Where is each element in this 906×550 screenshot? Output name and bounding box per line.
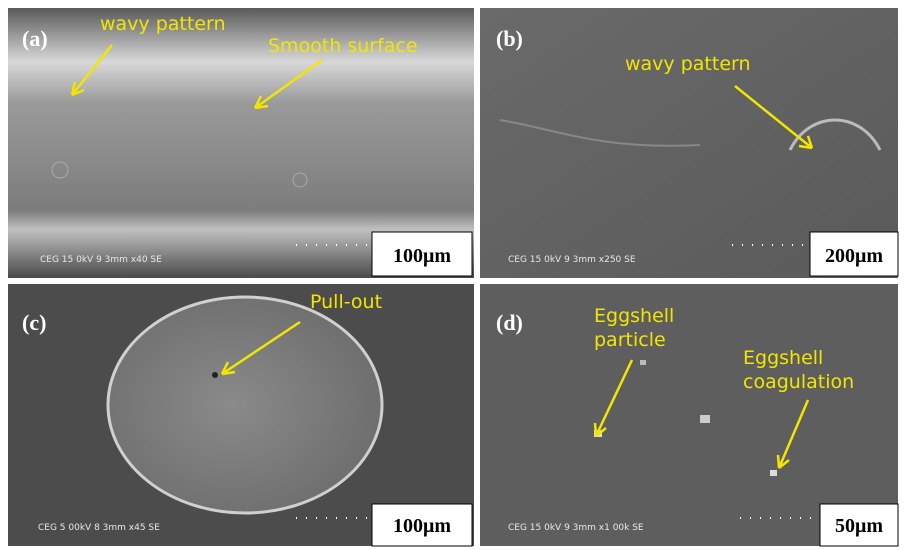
scale-bar-label: 200μm [825,245,883,267]
fiber-cross-section [108,297,382,513]
figure: (a) wavy pattern Smooth surface CEG 15 0… [0,0,906,550]
scale-bar-label: 100μm [393,245,451,267]
texture [640,360,646,365]
panel-label: (d) [496,310,523,335]
instrument-info: CEG 15 0kV 9 3mm x1 00k SE [508,523,644,533]
annotation: wavy pattern [625,53,751,75]
annotation: particle [594,329,666,351]
annotation: wavy pattern [100,13,226,35]
instrument-info: CEG 15 0kV 9 3mm x40 SE [40,255,162,265]
panel-b: (b) wavy pattern CEG 15 0kV 9 3mm x250 S… [480,8,898,278]
texture [770,470,777,476]
annotation: coagulation [743,371,854,393]
panel-label: (c) [22,310,46,335]
instrument-info: CEG 5 00kV 8 3mm x45 SE [38,523,160,533]
panel-label: (b) [496,26,523,51]
scale-bar-label: 100μm [393,515,451,537]
panel-a: (a) wavy pattern Smooth surface CEG 15 0… [8,8,474,278]
scale-bar-label: 50μm [835,515,883,537]
annotation: Eggshell [594,305,674,327]
panel-c: (c) Pull-out CEG 5 00kV 8 3mm x45 SE 100… [8,284,474,546]
texture [700,415,710,423]
panel-d: (d) Eggshell particle Eggshell coagulati… [480,284,898,546]
texture [212,372,218,378]
annotation: Pull-out [310,291,382,313]
instrument-info: CEG 15 0kV 9 3mm x250 SE [508,255,636,265]
annotation: Eggshell [743,347,823,369]
annotation: Smooth surface [268,35,418,57]
panel-label: (a) [22,26,48,51]
